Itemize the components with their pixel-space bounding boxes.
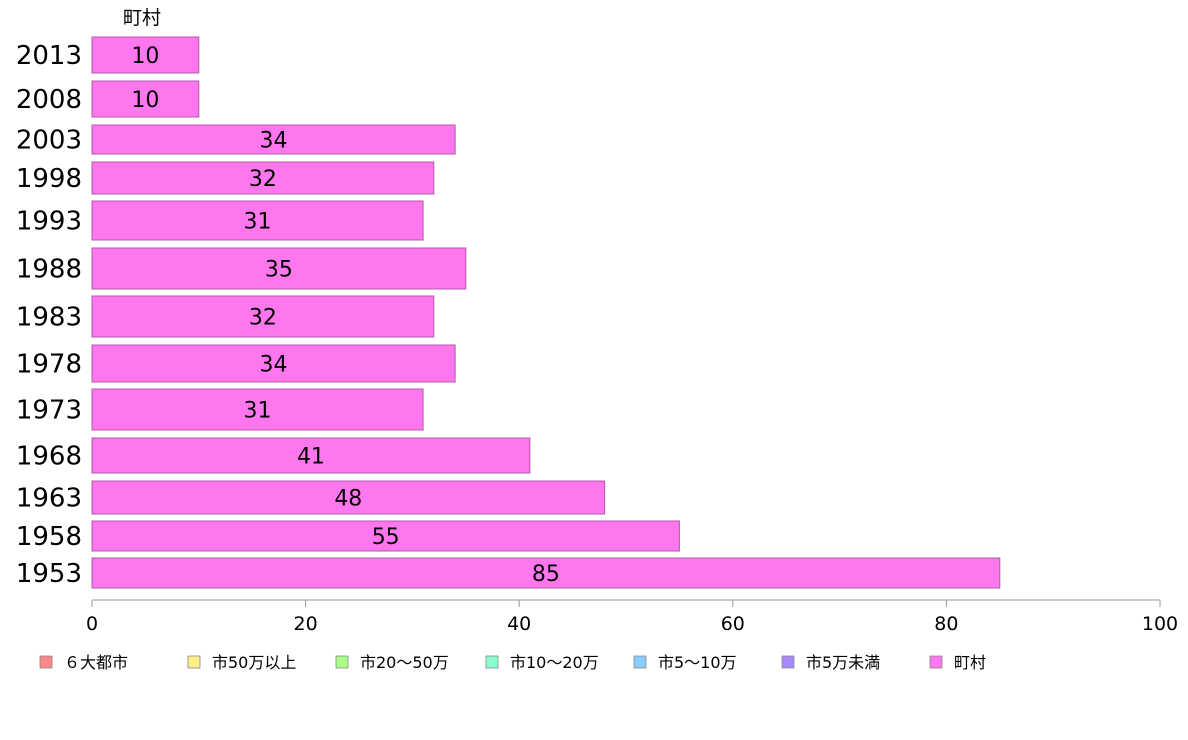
bar <box>91 344 456 383</box>
legend: ６大都市 市50万以上 市20〜50万 市10〜20万 市5〜10万 市5万未満 町村 <box>39 653 986 672</box>
bar-row: 2003 34 <box>16 124 456 156</box>
bar-row: 1958 55 <box>16 520 680 552</box>
category-label: 2003 <box>16 126 82 156</box>
category-label: 1963 <box>16 484 82 514</box>
category-label: 2008 <box>16 85 82 115</box>
x-tick-label: 40 <box>507 613 531 635</box>
legend-item: 市20〜50万 <box>335 653 449 672</box>
x-tick-label: 0 <box>86 613 98 635</box>
data-label: 34 <box>260 353 288 378</box>
legend-swatch <box>187 655 201 669</box>
bar <box>91 247 467 290</box>
data-label: 31 <box>244 399 272 424</box>
legend-swatch <box>929 655 943 669</box>
category-label: 1993 <box>16 207 82 237</box>
data-label: 34 <box>260 129 288 154</box>
x-tick-label: 100 <box>1142 613 1178 635</box>
category-label: 1998 <box>16 164 82 194</box>
bar <box>91 200 424 241</box>
data-label: 55 <box>372 525 400 550</box>
data-label: 32 <box>249 167 277 192</box>
legend-label: ６大都市 <box>64 653 128 672</box>
legend-item: 町村 <box>929 653 986 672</box>
x-tick-label: 60 <box>721 613 745 635</box>
legend-swatch <box>633 655 647 669</box>
category-label: 1958 <box>16 522 82 552</box>
bar <box>91 161 435 195</box>
series-top-label: 町村 <box>123 7 161 29</box>
category-label: 1988 <box>16 255 82 285</box>
category-label: 2013 <box>16 41 82 71</box>
legend-label: 市10〜20万 <box>510 653 599 672</box>
legend-label: 市5〜10万 <box>658 653 737 672</box>
legend-label: 市50万以上 <box>212 653 296 672</box>
bar-row: 2008 10 <box>16 80 200 118</box>
legend-item: ６大都市 <box>39 653 128 672</box>
bar-row: 2013 10 <box>16 36 200 74</box>
x-axis: 0 20 40 60 80 100 <box>86 599 1178 635</box>
bar <box>91 520 680 552</box>
bar-row: 1953 85 <box>16 557 1001 589</box>
bar <box>91 557 1001 589</box>
legend-label: 町村 <box>954 653 986 672</box>
legend-swatch <box>39 655 53 669</box>
data-label: 35 <box>265 258 293 283</box>
category-label: 1973 <box>16 396 82 426</box>
bar-row: 1983 32 <box>16 295 435 338</box>
bar-row: 1988 35 <box>16 247 467 290</box>
legend-item: 市50万以上 <box>187 653 296 672</box>
legend-swatch <box>781 655 795 669</box>
bars-group: 2013 10 2008 10 2003 34 1998 32 1993 31 1988 35 1983… <box>16 36 1001 589</box>
data-label: 32 <box>249 306 277 331</box>
x-tick-label: 80 <box>934 613 958 635</box>
bar-row: 1993 31 <box>16 200 424 241</box>
data-label: 48 <box>334 487 362 512</box>
bar <box>91 437 531 474</box>
bar-row: 1973 31 <box>16 388 424 431</box>
bar-row: 1998 32 <box>16 161 435 195</box>
bar <box>91 124 456 155</box>
legend-swatch <box>335 655 349 669</box>
legend-item: 市5〜10万 <box>633 653 737 672</box>
data-label: 41 <box>297 445 325 470</box>
bar <box>91 295 435 338</box>
bar <box>91 80 200 118</box>
bar-row: 1963 48 <box>16 480 606 515</box>
data-label: 85 <box>532 562 560 587</box>
legend-swatch <box>485 655 499 669</box>
data-label: 31 <box>244 210 272 235</box>
data-label: 10 <box>131 88 159 113</box>
bar <box>91 480 606 515</box>
x-tick-label: 20 <box>294 613 318 635</box>
bar-row: 1968 41 <box>16 437 531 474</box>
category-label: 1978 <box>16 350 82 380</box>
legend-item: 市10〜20万 <box>485 653 599 672</box>
category-label: 1953 <box>16 559 82 589</box>
bar-row: 1978 34 <box>16 344 456 383</box>
category-label: 1983 <box>16 303 82 333</box>
legend-item: 市5万未満 <box>781 653 880 672</box>
data-label: 10 <box>131 44 159 69</box>
bar <box>91 36 200 74</box>
bar <box>91 388 424 431</box>
category-label: 1968 <box>16 442 82 472</box>
legend-label: 市5万未満 <box>806 653 880 672</box>
legend-label: 市20〜50万 <box>360 653 449 672</box>
